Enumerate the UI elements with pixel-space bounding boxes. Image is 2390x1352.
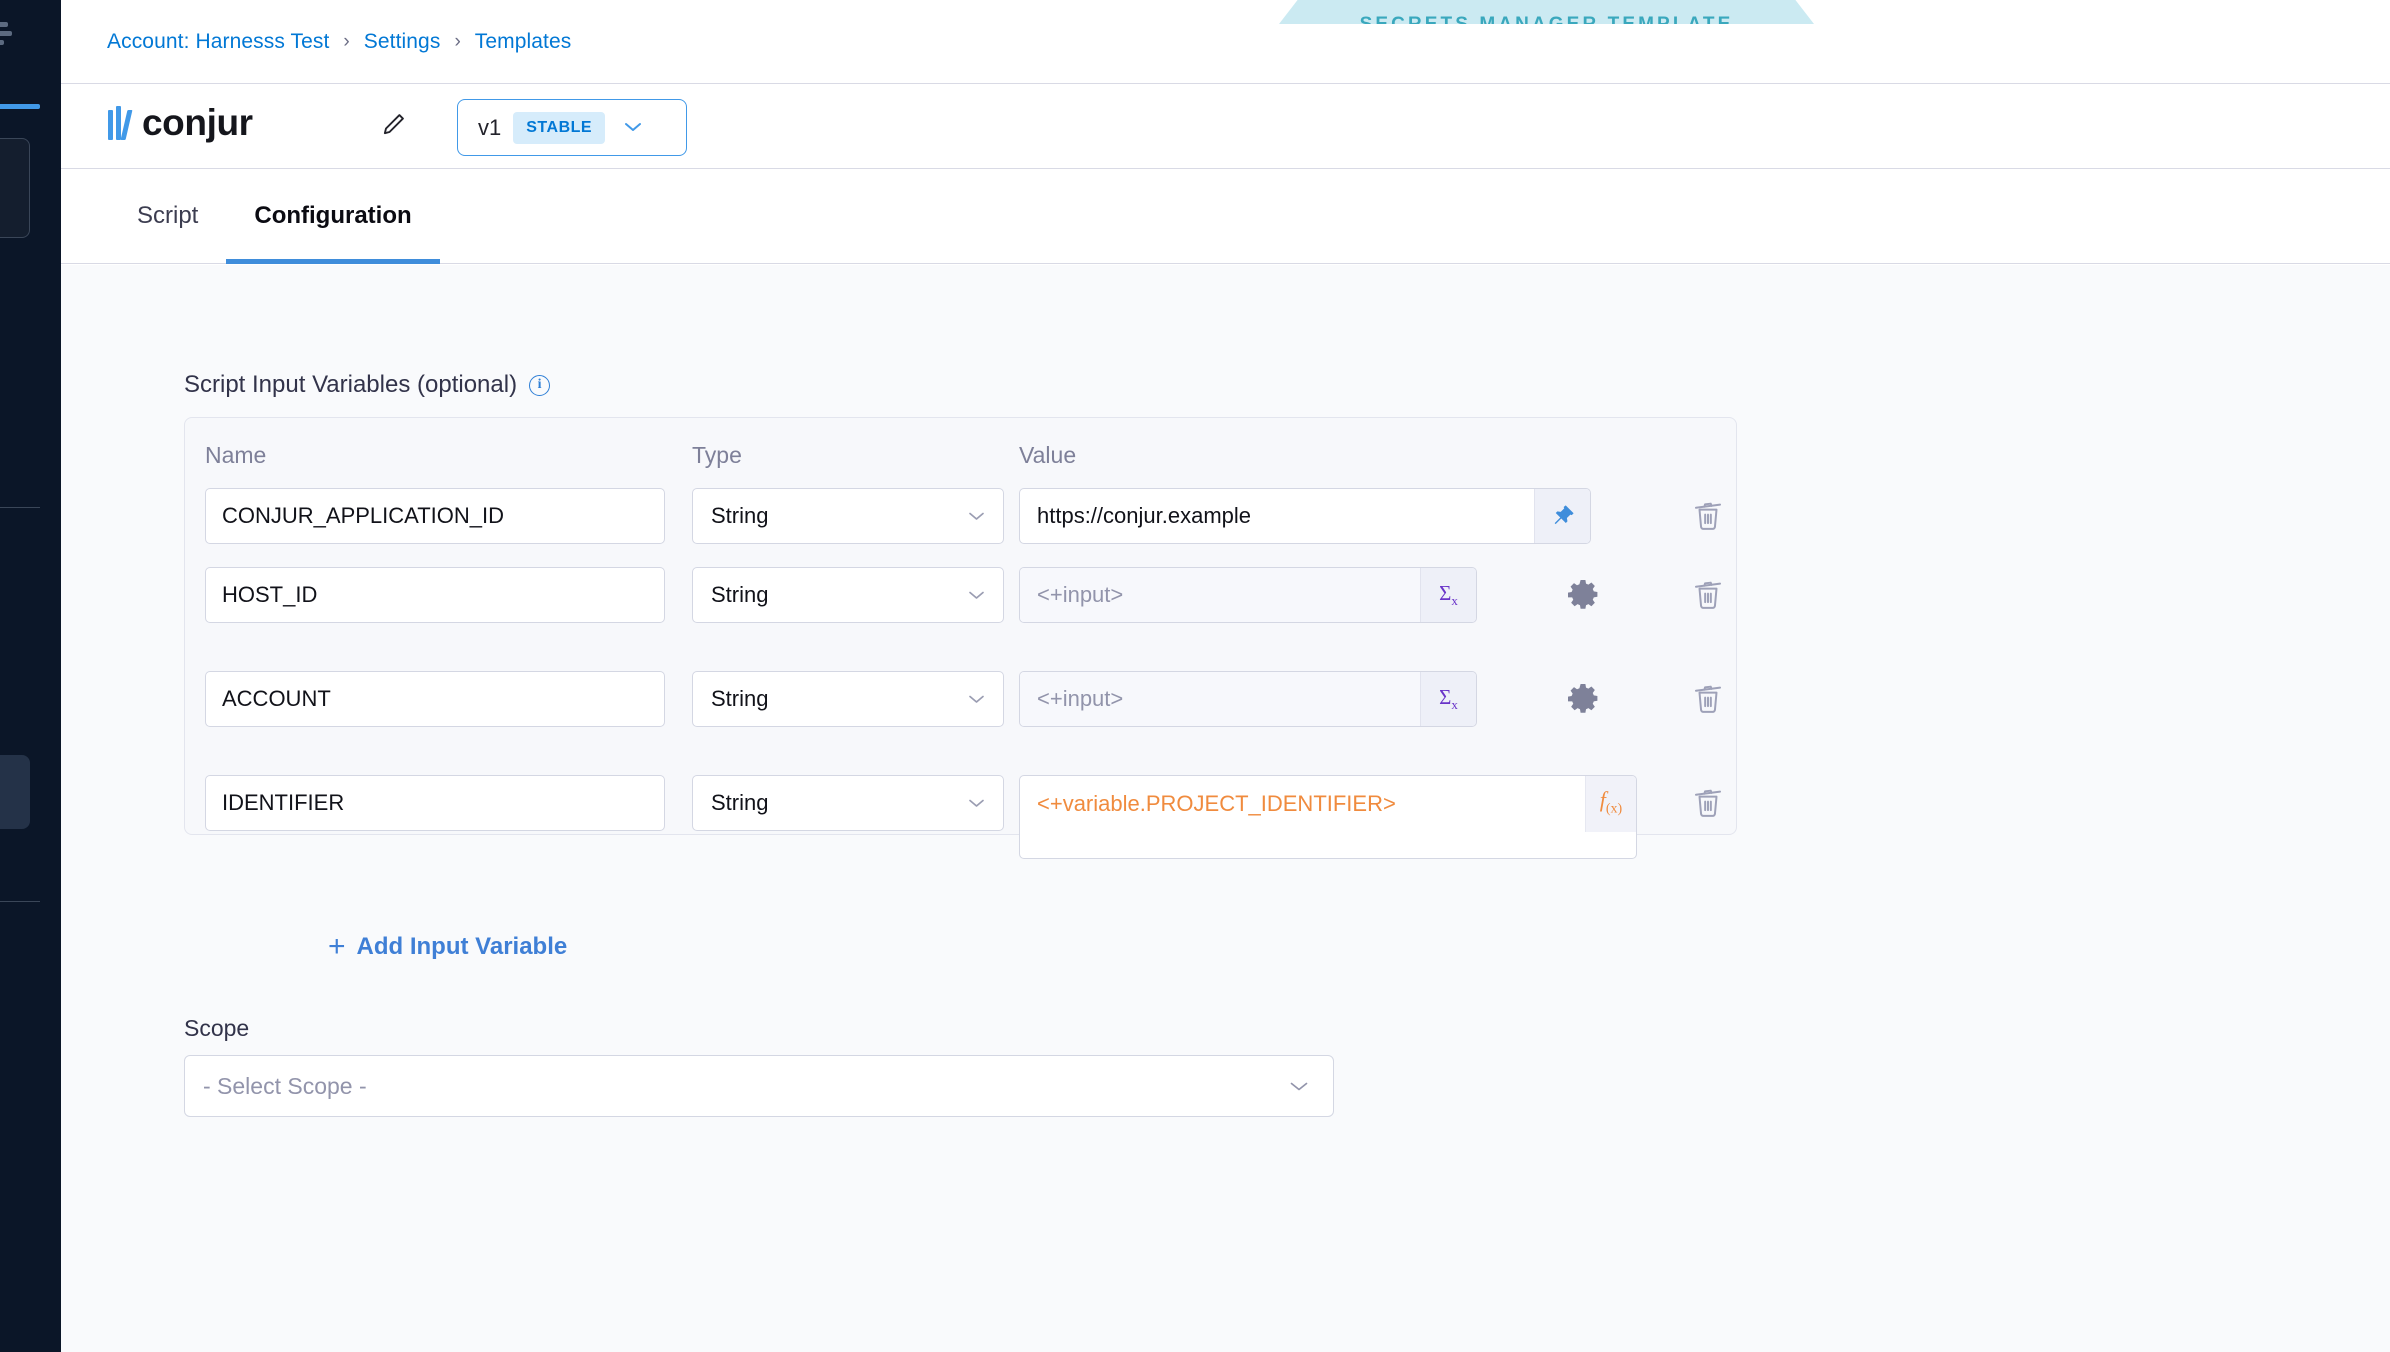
plus-icon: + (328, 930, 346, 963)
input-variables-panel: Name Type Value CONJUR_APPLICATION_ID St… (184, 417, 1737, 962)
column-header-value: Value (1019, 442, 1077, 468)
chevron-down-icon (968, 793, 985, 813)
section-header: Script Input Variables (optional) i (184, 371, 551, 399)
variable-value-field[interactable]: <+input> Σx (1019, 671, 1477, 727)
variable-value-field[interactable]: <+input> Σx (1019, 567, 1477, 623)
table-column-headers: Name Type Value (205, 442, 1725, 472)
table-row: CONJUR_APPLICATION_ID String https://con… (205, 488, 1725, 544)
breadcrumb-separator-icon: › (454, 31, 461, 52)
breadcrumb-item-account[interactable]: Account: Harnesss Test (107, 29, 330, 53)
variable-name-input[interactable]: HOST_ID (205, 567, 665, 623)
breadcrumb-item-templates[interactable]: Templates (474, 29, 572, 53)
variable-type-select[interactable]: String (692, 775, 1004, 831)
editor-tabs: Script Configuration (61, 169, 2390, 264)
scope-label: Scope (184, 1015, 250, 1041)
scope-select[interactable]: - Select Scope - (184, 1055, 1334, 1117)
template-identity: conjur (108, 102, 253, 144)
version-label: v1 (478, 114, 502, 140)
gear-icon[interactable] (1565, 681, 1601, 717)
variable-type-select[interactable]: String (692, 488, 1004, 544)
variable-name-input[interactable]: CONJUR_APPLICATION_ID (205, 488, 665, 544)
configuration-panel: Script Input Variables (optional) i Name… (61, 265, 2390, 1352)
conjur-logo-icon (108, 106, 133, 140)
variable-type-value: String (711, 582, 769, 607)
delete-row-icon[interactable] (1691, 498, 1725, 534)
fx-icon[interactable]: f(x) (1585, 776, 1636, 832)
breadcrumb: Account: Harnesss Test › Settings › Temp… (61, 0, 2390, 84)
sigma-icon[interactable]: Σx (1420, 568, 1476, 622)
variable-type-value: String (711, 503, 769, 528)
chevron-down-icon (623, 116, 643, 139)
add-input-variable-label: Add Input Variable (356, 933, 568, 960)
variable-type-select[interactable]: String (692, 567, 1004, 623)
column-header-name: Name (205, 442, 267, 468)
variable-type-select[interactable]: String (692, 671, 1004, 727)
info-icon[interactable]: i (529, 374, 551, 396)
variable-value-text[interactable]: <+input> (1020, 672, 1420, 726)
scope-placeholder: - Select Scope - (203, 1072, 367, 1099)
variable-type-value: String (711, 790, 769, 815)
table-row: ACCOUNT String <+input> Σx (205, 671, 1725, 727)
column-header-type: Type (692, 442, 742, 468)
variable-value-text[interactable]: https://conjur.example (1037, 503, 1252, 528)
table-row: HOST_ID String <+input> Σx (205, 567, 1725, 623)
sigma-icon[interactable]: Σx (1420, 672, 1476, 726)
template-title-bar: conjur v1 STABLE VISUAL YAML Unsaved cha… (61, 84, 2390, 236)
delete-row-icon[interactable] (1691, 577, 1725, 613)
tab-configuration[interactable]: Configuration (226, 169, 440, 264)
ribbon-label: SECRETS MANAGER TEMPLATE (1360, 14, 1734, 24)
rail-nav-chip[interactable] (0, 755, 30, 829)
pencil-icon[interactable] (379, 111, 407, 139)
table-row: IDENTIFIER String <+variable.PROJECT_IDE… (205, 775, 1725, 859)
delete-row-icon[interactable] (1691, 681, 1725, 717)
variable-type-value: String (711, 686, 769, 711)
delete-row-icon[interactable] (1691, 785, 1725, 821)
rail-divider-top (0, 507, 40, 508)
version-selector[interactable]: v1 STABLE (457, 99, 687, 156)
tab-script[interactable]: Script (137, 202, 199, 229)
chevron-down-icon (1289, 1076, 1309, 1097)
variable-name-input[interactable]: ACCOUNT (205, 671, 665, 727)
variable-value-field[interactable]: https://conjur.example (1019, 488, 1591, 544)
harness-logo-icon (0, 22, 12, 50)
variable-name-input[interactable]: IDENTIFIER (205, 775, 665, 831)
chevron-down-icon (968, 585, 985, 605)
pin-icon[interactable] (1534, 489, 1590, 543)
breadcrumb-separator-icon: › (343, 31, 350, 52)
secrets-manager-template-ribbon: SECRETS MANAGER TEMPLATE (1279, 0, 1814, 24)
add-input-variable-button[interactable]: + Add Input Variable (328, 932, 567, 962)
chevron-down-icon (968, 689, 985, 709)
rail-active-indicator (0, 104, 40, 109)
rail-module-card[interactable] (0, 138, 30, 238)
version-stable-badge: STABLE (513, 111, 606, 144)
variable-value-field[interactable]: <+variable.PROJECT_IDENTIFIER> f(x) (1019, 775, 1637, 859)
left-nav-rail[interactable] (0, 0, 61, 1352)
variable-value-text[interactable]: <+input> (1020, 568, 1420, 622)
chevron-down-icon (968, 506, 985, 526)
gear-icon[interactable] (1565, 577, 1601, 613)
section-title-label: Script Input Variables (optional) (184, 371, 518, 398)
main-region: Account: Harnesss Test › Settings › Temp… (61, 0, 2390, 1352)
variable-value-text[interactable]: <+variable.PROJECT_IDENTIFIER> (1037, 791, 1396, 816)
page-title: conjur (142, 102, 253, 143)
breadcrumb-item-settings[interactable]: Settings (363, 29, 441, 53)
rail-divider-bottom (0, 901, 40, 902)
